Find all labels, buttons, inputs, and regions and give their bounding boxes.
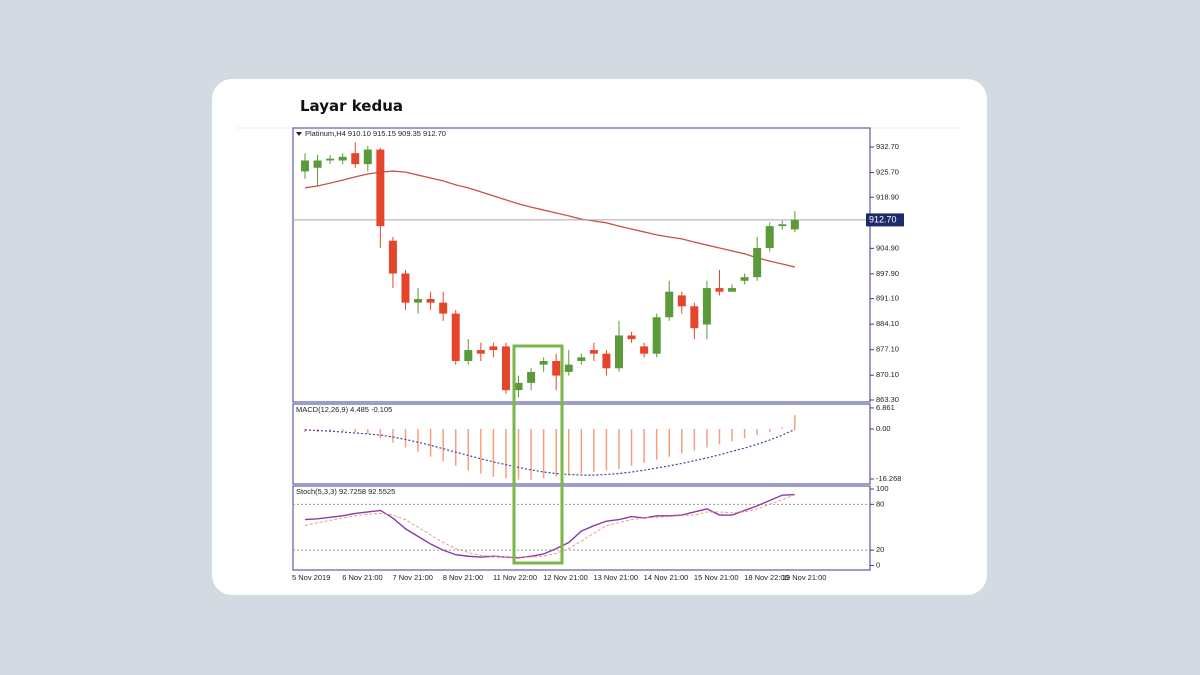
candle-body (501, 346, 510, 391)
y-tick-label: 870.10 (876, 370, 899, 379)
x-tick-label: 6 Nov 21:00 (342, 573, 382, 582)
candle-body (753, 247, 762, 278)
card (212, 79, 987, 595)
candle-body (564, 364, 573, 372)
macd-panel (292, 403, 871, 485)
candle-body (326, 158, 335, 161)
candle-body (489, 346, 498, 351)
candle-body (476, 350, 485, 354)
candle-body (665, 291, 674, 318)
x-tick-label: 13 Nov 21:00 (593, 573, 638, 582)
candle-body (313, 160, 322, 168)
y-tick-label: 0.00 (876, 424, 891, 433)
candle-body (301, 160, 309, 172)
main-panel (292, 127, 871, 403)
candle-body (363, 149, 372, 165)
candle-body (615, 335, 623, 369)
candle-body (426, 299, 435, 303)
candle-body (414, 299, 423, 303)
highlight-box (512, 344, 564, 565)
candle-body (577, 357, 586, 361)
candle-body (351, 153, 360, 165)
y-tick-label: 80 (876, 499, 884, 508)
candle-body (401, 273, 410, 303)
y-tick-label: 20 (876, 545, 884, 554)
last-price-box (866, 213, 904, 227)
y-tick-label: 877.10 (876, 345, 899, 354)
x-tick-label: 5 Nov 2019 (292, 573, 330, 582)
candle-body (439, 302, 448, 314)
y-tick-label: 904.90 (876, 243, 899, 252)
candle-body (602, 353, 611, 369)
y-tick-label: 891.10 (876, 294, 899, 303)
candle-body (514, 382, 523, 391)
candle-body (464, 350, 473, 361)
candle-body (790, 219, 799, 230)
y-tick-label: 100 (876, 484, 889, 493)
candle-body (627, 335, 636, 340)
candle-body (690, 306, 699, 329)
candle-body (527, 371, 536, 383)
y-tick-label: 918.90 (876, 192, 899, 201)
y-tick-label: 884.10 (876, 319, 899, 328)
candle-body (338, 156, 347, 161)
y-tick-label: -16.268 (876, 474, 901, 483)
x-tick-label: 18 Nov 22:00 (744, 573, 789, 582)
stoch-line (304, 494, 796, 558)
x-tick-label: 19 Nov 21:00 (782, 573, 827, 582)
panel-header: MACD(12,26,9) 4.485 -0.105 (296, 405, 392, 414)
x-tick-label: 12 Nov 21:00 (543, 573, 588, 582)
card-title: Layar kedua (300, 97, 404, 115)
candle-body (589, 350, 598, 354)
x-tick-label: 14 Nov 21:00 (644, 573, 689, 582)
candle-body (778, 224, 787, 227)
x-tick-label: 8 Nov 21:00 (443, 573, 483, 582)
candle-body (388, 240, 397, 274)
stoch-panel (292, 485, 871, 571)
panel-header: Platinum,H4 910.10 915.15 909.35 912.70 (305, 129, 446, 138)
candle-body (652, 317, 661, 354)
y-tick-label: 6.861 (876, 403, 895, 412)
signal-line (304, 428, 796, 476)
candle-body (376, 149, 385, 227)
menu-arrow (296, 132, 302, 136)
y-tick-label: 932.70 (876, 142, 899, 151)
y-tick-label: 0 (876, 560, 880, 569)
candle-body (728, 288, 737, 292)
candle-body (539, 360, 548, 365)
candle-body (677, 295, 686, 307)
candle-body (552, 360, 561, 376)
y-tick-label: 897.90 (876, 269, 899, 278)
x-tick-label: 15 Nov 21:00 (694, 573, 739, 582)
y-tick-label: 863.30 (876, 395, 899, 404)
candle-body (740, 277, 749, 281)
last-price-label: 912.70 (869, 214, 897, 224)
candle-body (451, 313, 460, 361)
x-tick-label: 7 Nov 21:00 (392, 573, 432, 582)
x-tick-label: 11 Nov 22:00 (493, 573, 537, 582)
moving-average (304, 170, 795, 268)
candle-body (702, 288, 711, 325)
candle-body (640, 346, 649, 354)
candle-body (715, 288, 724, 292)
candle-body (765, 226, 774, 248)
y-tick-label: 925.70 (876, 167, 899, 176)
panel-header: Stoch(5,3,3) 92.7258 92.5525 (296, 487, 395, 496)
